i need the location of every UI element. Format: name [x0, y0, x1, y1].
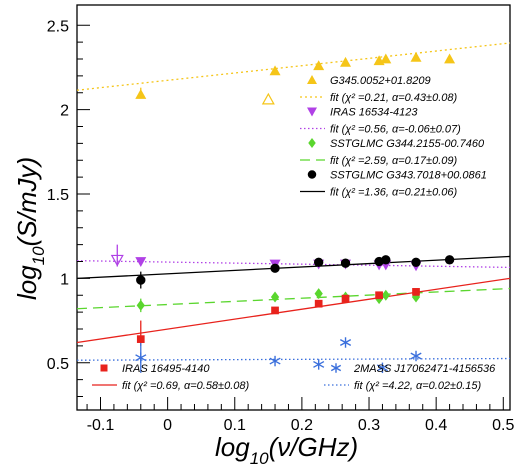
- data-point-open: [110, 254, 124, 267]
- data-point: [444, 255, 455, 265]
- data-point: [269, 355, 281, 367]
- data-point: [376, 362, 389, 374]
- legend-fit-label: fit (χ² =4.22, α=0.02±0.15): [354, 380, 481, 392]
- data-point: [380, 53, 392, 64]
- fit-line: [76, 357, 511, 361]
- x-tick-label: 0.4: [425, 417, 447, 434]
- x-tick-label: 0.3: [358, 417, 380, 434]
- legend-series-label: IRAS 16534-4123: [330, 107, 418, 119]
- legend-series-label: IRAS 16495-4140: [122, 363, 210, 375]
- x-axis-title-sub: 10: [250, 449, 269, 468]
- data-point: [136, 275, 146, 285]
- x-axis-title-tail: (ν/GHz): [269, 432, 359, 462]
- legend-fit-label: fit (χ² =0.69, α=0.58±0.08): [122, 380, 249, 392]
- data-point: [314, 288, 323, 300]
- data-point: [136, 299, 145, 311]
- x-tick-label: 0.5: [492, 417, 514, 434]
- legend-series-label: SSTGLMC G344.2155-00.7460: [330, 138, 485, 150]
- y-tick-label: 1.5: [47, 187, 69, 204]
- data-point: [270, 263, 280, 273]
- data-point: [313, 60, 325, 71]
- legend-fit-label: fit (χ² =1.36, α=0.21±0.06): [330, 187, 457, 199]
- y-tick-label: 0.5: [47, 356, 69, 373]
- axis-ticks: -0.1 0 0.1 0.2 0.3 0.4 0.5 0.5 1 1.5 2 2.5: [47, 18, 515, 434]
- data-point: [271, 306, 279, 315]
- data-point: [410, 350, 422, 362]
- legend-fit-label: fit (χ² =0.56, α=-0.06±0.07): [330, 124, 461, 136]
- y-axis-title: log10(S/mJy): [12, 157, 48, 300]
- data-point: [410, 51, 422, 62]
- data-point: [444, 53, 456, 64]
- data-point: [135, 257, 147, 267]
- data-point: [375, 291, 383, 300]
- data-point: [313, 257, 324, 268]
- data-point: [381, 255, 391, 265]
- x-tick-label: 0: [163, 417, 172, 434]
- legend-series-label: G345.0052+01.8209: [330, 75, 431, 87]
- fit-line: [76, 260, 511, 269]
- data-point: [135, 88, 147, 99]
- legend: G345.0052+01.8209 fit (χ² =0.21, α=0.43±0…: [92, 75, 496, 392]
- x-axis-title: log10(ν/GHz): [215, 432, 358, 468]
- x-tick-label: 0.2: [291, 417, 313, 434]
- fit-lines: [76, 42, 511, 361]
- data-point: [411, 257, 421, 268]
- legend-marker: [100, 364, 108, 372]
- legend-marker: [307, 107, 317, 117]
- fit-line: [76, 255, 511, 280]
- y-tick-label: 2.5: [47, 18, 69, 35]
- data-point: [341, 294, 350, 303]
- legend-series-label: 2MASS J17062471-4156536: [353, 363, 496, 375]
- fit-line: [76, 42, 511, 91]
- data-point-open: [261, 92, 275, 105]
- legend-marker: [307, 170, 317, 179]
- fit-line: [76, 277, 511, 344]
- legend-fit-label: fit (χ² =0.21, α=0.43±0.08): [330, 92, 457, 104]
- y-axis-title-sub: 10: [29, 246, 48, 265]
- data-point: [340, 258, 351, 268]
- data-point: [314, 299, 323, 308]
- legend-fit-label: fit (χ² =2.59, α=0.17±0.09): [330, 155, 457, 167]
- data-point: [313, 359, 325, 370]
- legend-marker: [307, 75, 317, 84]
- legend-marker: [330, 363, 342, 373]
- plot-border: [76, 4, 511, 411]
- data-point: [135, 352, 147, 363]
- y-axis-title-main: log: [12, 265, 42, 300]
- legend-marker: [308, 138, 316, 148]
- data-point: [269, 65, 281, 76]
- data-point: [381, 289, 390, 301]
- x-tick-label: -0.1: [87, 417, 115, 434]
- data-point: [136, 335, 145, 343]
- data-point: [339, 337, 352, 348]
- y-tick-label: 2: [60, 103, 69, 120]
- x-axis-title-main: log: [215, 432, 250, 462]
- data-markers: [110, 51, 456, 374]
- y-axis-title-tail: (S/mJy): [12, 157, 42, 247]
- fit-line: [76, 287, 511, 310]
- x-tick-label: 0.1: [224, 417, 246, 434]
- legend-series-label: SSTGLMC G343.7018+00.0861: [330, 170, 487, 182]
- error-bars: [116, 87, 142, 373]
- data-point: [270, 291, 280, 303]
- data-point: [412, 288, 420, 296]
- data-point: [340, 56, 352, 67]
- plot-frame: [76, 4, 511, 411]
- y-tick-label: 1: [60, 271, 69, 288]
